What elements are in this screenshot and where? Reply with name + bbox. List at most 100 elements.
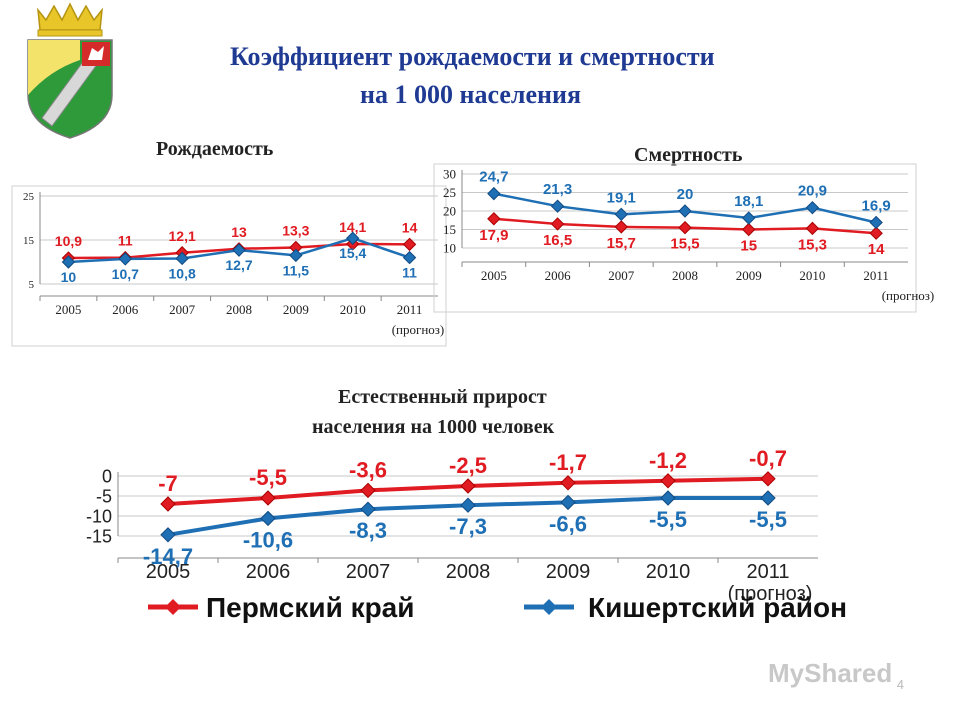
growth-x-tick-label: 2005: [146, 561, 191, 583]
birth-x-tick-label: 2005: [55, 302, 81, 317]
death-point-kish: [678, 204, 692, 218]
slide-title-line1: Коэффициент рождаемости и смертности: [230, 42, 715, 71]
death-x-tick-label: 2005: [481, 268, 507, 283]
birth-data-label-kish: 11: [402, 265, 417, 281]
slide-title-line2: на 1 000 населения: [360, 80, 582, 109]
death-x-tick-label: 2011: [863, 268, 889, 283]
birth-point-kish: [289, 248, 303, 263]
birth-point-perm: [402, 237, 417, 252]
death-chart-title: Смертность: [634, 144, 743, 166]
birth-point-kish: [402, 250, 417, 265]
legend-label-kish: Кишертский район: [588, 592, 847, 623]
legend-label-perm: Пермский край: [206, 592, 414, 623]
death-point-perm: [805, 221, 820, 236]
death-point-kish: [805, 200, 820, 215]
birth-x-tick-label: 2006: [112, 302, 139, 317]
birth-data-label-kish: 12,7: [225, 257, 252, 273]
growth-point-perm: [460, 478, 476, 494]
death-point-kish: [614, 207, 628, 222]
death-data-label-perm: 15,7: [607, 235, 636, 252]
death-x-tick-label: 2010: [799, 268, 825, 283]
growth-point-kish: [160, 527, 176, 543]
growth-y-tick-label: -15: [86, 526, 112, 546]
birth-plot-frame: [11, 185, 447, 347]
birth-x-tick-label: 2010: [340, 302, 366, 317]
birth-data-label-perm: 13: [231, 224, 247, 240]
watermark-text: MyShared: [768, 658, 893, 688]
birth-data-label-perm: 10,9: [55, 233, 82, 249]
death-point-perm: [678, 220, 692, 235]
growth-data-label-perm: -2,5: [449, 453, 487, 478]
death-x-tick-label: 2006: [545, 268, 572, 283]
growth-data-label-kish: -5,5: [749, 507, 787, 532]
death-data-label-perm: 15,5: [670, 236, 699, 253]
birth-data-label-perm: 11: [118, 233, 133, 249]
death-point-kish: [742, 211, 756, 225]
death-point-perm: [614, 220, 628, 234]
birth-y-tick-label: 15: [23, 235, 35, 247]
birth-x-tick-label: 2008: [226, 302, 252, 317]
growth-y-tick-label: -10: [86, 506, 112, 526]
growth-data-label-perm: -0,7: [749, 446, 787, 471]
coat-of-arms-emblem: [27, 2, 113, 139]
growth-data-label-kish: -8,3: [349, 518, 387, 543]
birth-data-label-kish: 15,4: [339, 245, 366, 261]
growth-data-label-kish: -7,3: [449, 514, 487, 539]
growth-data-label-kish: -5,5: [649, 507, 687, 532]
birth-data-label-perm: 14,1: [339, 219, 366, 235]
death-data-label-perm: 17,9: [479, 227, 508, 244]
death-x-tick-label: 2009: [736, 268, 762, 283]
death-point-perm: [742, 222, 756, 237]
death-forecast-note: (прогноз): [882, 288, 935, 303]
growth-forecast-note: (прогноз): [728, 583, 813, 605]
growth-point-kish: [560, 494, 576, 511]
birth-data-label-kish: 11,5: [283, 262, 310, 278]
growth-point-kish: [360, 501, 376, 517]
growth-point-perm: [560, 475, 576, 491]
growth-x-tick-label: 2008: [446, 561, 491, 583]
birth-x-tick-label: 2009: [283, 302, 309, 317]
growth-data-label-perm: -3,6: [349, 457, 387, 482]
death-point-perm: [550, 217, 565, 231]
growth-y-tick-label: -5: [96, 486, 112, 506]
death-data-label-kish: 16,9: [862, 197, 891, 214]
legend-marker-kish: [541, 599, 557, 615]
growth-point-kish: [660, 490, 676, 506]
growth-point-perm: [660, 473, 676, 489]
death-y-tick-label: 15: [443, 222, 456, 237]
death-point-perm: [869, 226, 883, 240]
growth-y-tick-label: 0: [102, 466, 112, 486]
birth-point-kish: [346, 231, 360, 245]
birth-data-label-kish: 10,8: [169, 265, 196, 281]
death-data-label-kish: 20: [677, 186, 694, 203]
death-data-label-kish: 24,7: [479, 169, 508, 186]
death-point-perm: [487, 212, 501, 226]
death-data-label-perm: 15: [740, 238, 757, 255]
growth-x-tick-label: 2011: [746, 561, 789, 583]
birth-data-label-perm: 12,1: [169, 228, 196, 244]
growth-point-perm: [760, 471, 776, 487]
death-point-kish: [550, 199, 565, 213]
growth-point-kish: [260, 510, 276, 527]
death-y-tick-label: 25: [443, 185, 456, 200]
death-plot-frame: [433, 163, 917, 313]
birth-forecast-note: (прогноз): [392, 322, 445, 337]
death-data-label-perm: 14: [868, 241, 885, 258]
growth-x-tick-label: 2009: [546, 561, 591, 583]
death-point-kish: [869, 215, 883, 230]
growth-x-tick-label: 2010: [646, 561, 691, 583]
death-y-tick-label: 30: [443, 167, 456, 182]
death-data-label-kish: 20,9: [798, 183, 827, 200]
death-x-tick-label: 2008: [672, 268, 698, 283]
birth-data-label-kish: 10: [61, 269, 77, 285]
death-data-label-kish: 18,1: [734, 193, 763, 210]
growth-data-label-perm: -7: [158, 471, 178, 496]
death-x-tick-label: 2007: [608, 268, 635, 283]
growth-x-tick-label: 2007: [346, 561, 391, 583]
growth-point-perm: [160, 496, 176, 512]
growth-point-kish: [460, 497, 476, 513]
growth-point-perm: [260, 490, 276, 506]
growth-data-label-kish: -14,7: [143, 544, 193, 569]
